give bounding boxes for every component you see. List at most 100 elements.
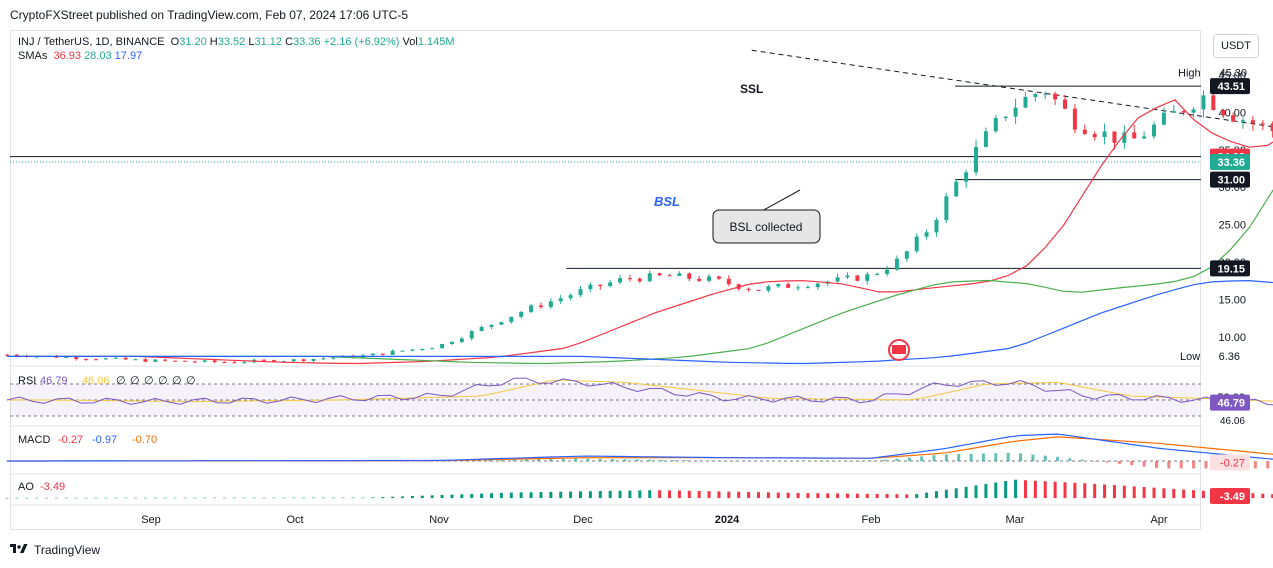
candle-body [993, 117, 998, 132]
ao-bar [667, 490, 671, 499]
macd-hist-bar [895, 458, 899, 461]
ao-bar [420, 495, 424, 499]
macd-hist-bar [1056, 456, 1060, 461]
callout-pointer [759, 189, 801, 213]
callout-box [712, 209, 821, 244]
candle-body [1063, 99, 1068, 109]
macd-hist-bar [672, 460, 676, 461]
candle-body [944, 196, 949, 220]
macd-hist-bar [944, 454, 948, 461]
macd-hist-bar [1179, 461, 1183, 469]
macd-hist-bar [1068, 458, 1072, 461]
ao-bar [1063, 482, 1067, 499]
rsi-legend-value: 46.79 [40, 375, 68, 387]
low-value: 31.12 [254, 36, 282, 48]
ao-bar [124, 497, 128, 499]
ao-bar [974, 485, 978, 499]
macd-hist-bar [1167, 461, 1171, 469]
footer: TradingView [10, 543, 100, 557]
symbol-label[interactable]: INJ / TetherUS, 1D, BINANCE [18, 36, 165, 48]
candle-body [608, 282, 613, 287]
ao-bar [776, 492, 780, 499]
candle-body [321, 358, 326, 360]
sma-label[interactable]: SMAs [18, 50, 48, 62]
ao-bar [1103, 484, 1107, 499]
ao-bar [727, 491, 731, 499]
vol-value: 1.145M [417, 36, 455, 48]
ohlc-legend: INJ / TetherUS, 1D, BINANCE O31.20 H33.5… [18, 36, 455, 48]
price-label-box [1210, 78, 1250, 95]
ao-bar [529, 492, 533, 499]
candle-body [657, 273, 662, 276]
macd-hist-bar [796, 461, 800, 462]
candle-body [1260, 123, 1265, 125]
macd-hist-bar [697, 460, 701, 462]
macd-hist-bar [1142, 461, 1146, 467]
candle-body [1053, 93, 1058, 100]
candle-body [835, 277, 840, 282]
ao-bar [1172, 488, 1176, 499]
candle-body [716, 276, 721, 279]
price-label-31.00: 31.00 [1217, 175, 1245, 187]
ao-bar [845, 493, 849, 499]
y-tick-label: 10.00 [1218, 332, 1246, 344]
ao-bar [232, 497, 236, 499]
candle-body [1152, 124, 1157, 137]
macd-hist-bar [623, 459, 627, 461]
candle-body [192, 361, 197, 363]
chart-frame [10, 30, 1201, 530]
ao-bar [687, 490, 691, 499]
ao-bar [1251, 493, 1255, 499]
ao-bar [1033, 480, 1037, 499]
ao-bar [183, 497, 187, 499]
ao-bar [658, 490, 662, 499]
candle-body [291, 359, 296, 362]
candle-body [904, 251, 909, 259]
ao-bar [74, 497, 78, 499]
candle-body [212, 360, 217, 363]
macd-hist-bar [1080, 459, 1084, 461]
currency-button[interactable]: USDT [1213, 34, 1259, 58]
macd-hist-bar [1154, 461, 1158, 469]
macd-hist-bar [1266, 461, 1270, 469]
ao-bar [163, 497, 167, 499]
candle-body [746, 288, 751, 290]
ao-bar [677, 490, 681, 499]
ao-bar [865, 493, 869, 499]
candle-body [1122, 132, 1127, 143]
candle-body [143, 359, 148, 362]
bsl-annotation: BSL [654, 194, 680, 209]
ao-bar [608, 490, 612, 499]
ao-bar [331, 497, 335, 499]
ao-bar [826, 493, 830, 499]
ao-bar [391, 496, 395, 499]
ao-bar [312, 497, 316, 499]
candle-body [410, 349, 415, 351]
macd-hist-bar [734, 461, 738, 462]
high-label: H [209, 36, 218, 48]
rsi-legend-empty: ∅ [158, 375, 168, 387]
ao-current-label: -3.49 [1220, 491, 1245, 503]
candle-body [845, 275, 850, 278]
ao-bar [925, 492, 929, 499]
ao-bar [509, 492, 513, 499]
candle-body [380, 353, 385, 355]
macd-current-label: -0.27 [1220, 457, 1245, 469]
macd-hist-bar [1130, 461, 1134, 466]
candle-body [390, 350, 395, 355]
macd-hist-bar [635, 459, 639, 461]
publisher-header: CryptoFXStreet published on TradingView.… [10, 8, 408, 22]
rsi-current-label: 46.79 [1217, 398, 1245, 410]
candle-body [894, 258, 899, 270]
ao-bar [1073, 482, 1077, 499]
ao-bar [410, 496, 414, 499]
x-tick-label: Oct [286, 514, 303, 526]
candle-body [173, 360, 178, 362]
price-label-19.15: 19.15 [1217, 263, 1245, 275]
candle-body [5, 354, 9, 356]
ao-bar [470, 493, 474, 499]
candle-body [647, 273, 652, 282]
ao-bar [134, 497, 138, 499]
price-label-box [1210, 171, 1250, 188]
